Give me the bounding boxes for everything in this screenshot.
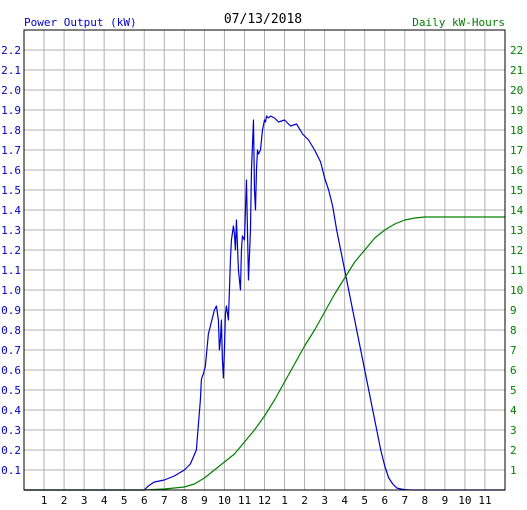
left-tick-label: 1.8 (1, 124, 21, 137)
left-tick-label: 0.4 (1, 404, 21, 417)
right-tick-label: 21 (510, 64, 523, 77)
right-tick-label: 18 (510, 124, 523, 137)
right-tick-label: 13 (510, 224, 523, 237)
right-tick-label: 19 (510, 104, 523, 117)
x-tick-label: 10 (218, 494, 231, 507)
left-tick-label: 0.5 (1, 384, 21, 397)
x-tick-label: 8 (422, 494, 429, 507)
grid (24, 30, 505, 490)
x-tick-label: 4 (101, 494, 108, 507)
daily-energy-line (24, 216, 505, 491)
x-tick-label: 11 (238, 494, 251, 507)
right-tick-label: 2 (510, 444, 517, 457)
right-tick-label: 3 (510, 424, 517, 437)
left-tick-label: 1.7 (1, 144, 21, 157)
left-tick-label: 1.9 (1, 104, 21, 117)
left-tick-label: 0.6 (1, 364, 21, 377)
left-tick-label: 1.0 (1, 284, 21, 297)
left-tick-label: 0.2 (1, 444, 21, 457)
x-tick-label: 7 (401, 494, 408, 507)
right-tick-label: 9 (510, 304, 517, 317)
plot-area-border (23, 29, 506, 491)
tick-labels: 1 2 3 4 5 6 7 8 9 10 11 12 1 2 3 4 5 6 7 8 9 10 110.10.20.30.4… (1, 44, 523, 507)
left-tick-label: 0.9 (1, 304, 21, 317)
x-tick-label: 9 (442, 494, 449, 507)
x-tick-label: 11 (478, 494, 491, 507)
left-tick-label: 0.7 (1, 344, 21, 357)
x-tick-label: 2 (301, 494, 308, 507)
x-tick-label: 1 (281, 494, 288, 507)
right-tick-label: 7 (510, 344, 517, 357)
x-tick-label: 1 (41, 494, 48, 507)
x-tick-label: 3 (81, 494, 88, 507)
left-tick-label: 1.1 (1, 264, 21, 277)
x-tick-label: 10 (458, 494, 471, 507)
left-tick-label: 1.3 (1, 224, 21, 237)
right-tick-label: 11 (510, 264, 523, 277)
right-tick-label: 12 (510, 244, 523, 257)
right-tick-label: 16 (510, 164, 523, 177)
x-tick-label: 12 (258, 494, 271, 507)
power-output-line (24, 115, 505, 491)
left-tick-label: 0.1 (1, 464, 21, 477)
left-axis-title: Power Output (kW) (24, 16, 137, 29)
right-tick-label: 17 (510, 144, 523, 157)
left-tick-label: 2.2 (1, 44, 21, 57)
series-layer (24, 115, 505, 491)
x-tick-label: 2 (61, 494, 68, 507)
x-tick-label: 4 (341, 494, 348, 507)
x-tick-label: 7 (161, 494, 168, 507)
x-tick-label: 5 (121, 494, 128, 507)
right-tick-label: 5 (510, 384, 517, 397)
left-tick-label: 2.1 (1, 64, 21, 77)
left-tick-label: 2.0 (1, 84, 21, 97)
right-tick-label: 10 (510, 284, 523, 297)
x-tick-label: 8 (181, 494, 188, 507)
chart-title: 07/13/2018 (224, 12, 302, 27)
left-tick-label: 1.6 (1, 164, 21, 177)
x-tick-label: 6 (381, 494, 388, 507)
left-tick-label: 0.3 (1, 424, 21, 437)
right-tick-label: 20 (510, 84, 523, 97)
left-tick-label: 1.5 (1, 184, 21, 197)
right-tick-label: 8 (510, 324, 517, 337)
right-tick-label: 1 (510, 464, 517, 477)
right-tick-label: 22 (510, 44, 523, 57)
right-tick-label: 15 (510, 184, 523, 197)
left-tick-label: 0.8 (1, 324, 21, 337)
right-axis-title: Daily kW-Hours (412, 16, 505, 29)
right-tick-label: 6 (510, 364, 517, 377)
right-tick-label: 14 (510, 204, 524, 217)
x-tick-label: 3 (321, 494, 328, 507)
x-tick-label: 6 (141, 494, 148, 507)
left-tick-label: 1.2 (1, 244, 21, 257)
x-tick-label: 5 (361, 494, 368, 507)
x-tick-label: 9 (201, 494, 208, 507)
left-tick-label: 1.4 (1, 204, 21, 217)
right-tick-label: 4 (510, 404, 517, 417)
